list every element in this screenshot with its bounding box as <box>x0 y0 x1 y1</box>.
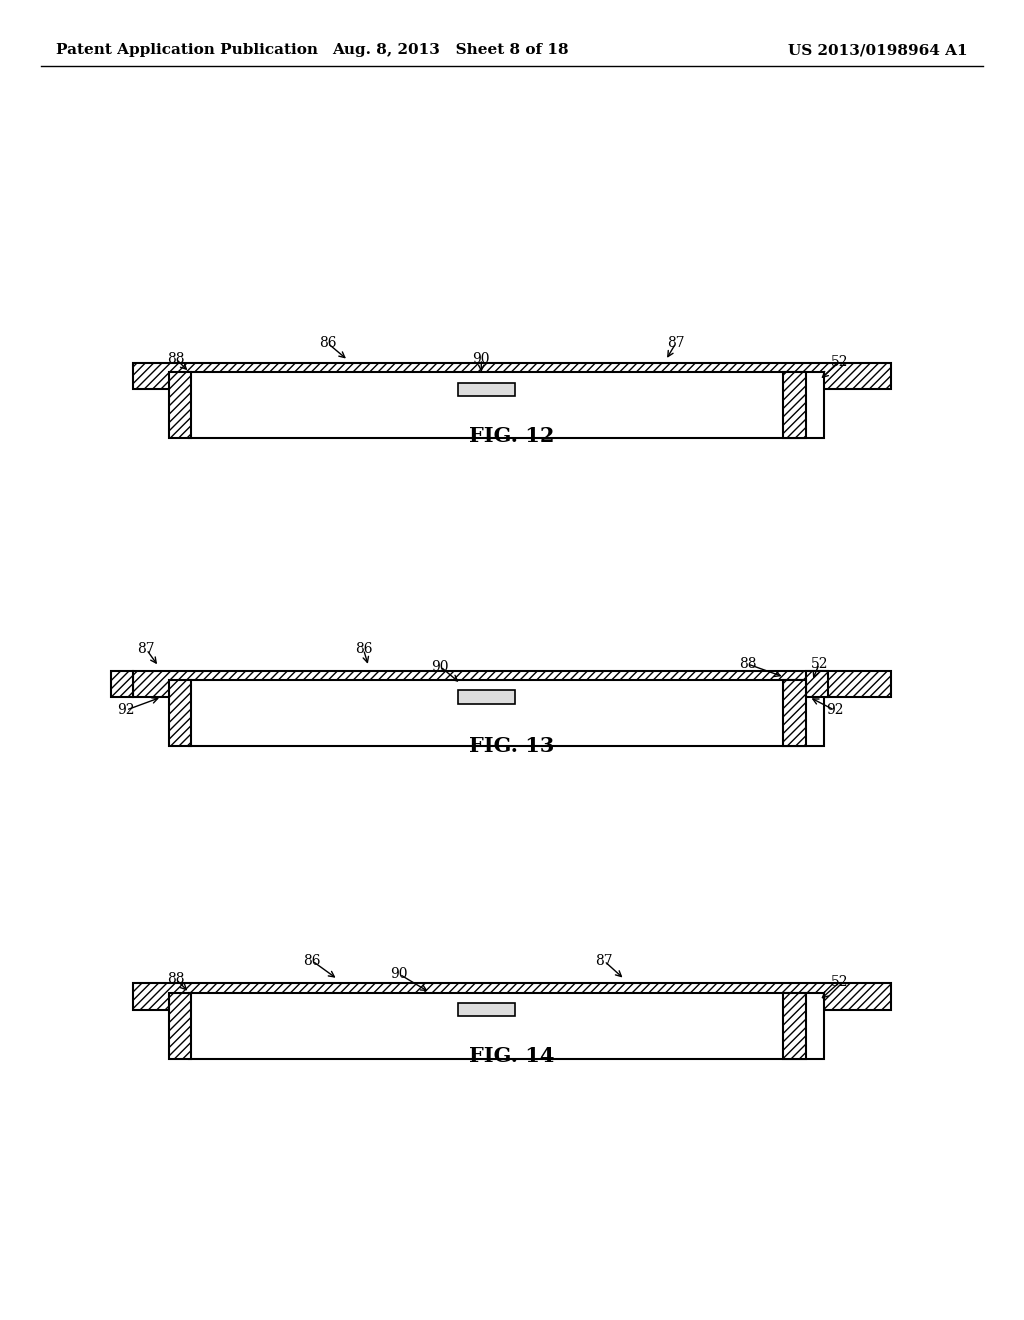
Bar <box>189 372 824 438</box>
Text: 90: 90 <box>431 660 450 673</box>
Text: 88: 88 <box>738 657 757 671</box>
Text: 52: 52 <box>830 975 849 989</box>
Text: 86: 86 <box>303 954 322 968</box>
Bar <box>458 1003 514 1016</box>
Bar <box>133 671 891 697</box>
Text: 87: 87 <box>595 954 613 968</box>
Text: FIG. 14: FIG. 14 <box>469 1045 555 1067</box>
Bar <box>806 671 828 697</box>
Bar <box>133 983 891 1010</box>
Text: 52: 52 <box>810 657 828 671</box>
Text: 90: 90 <box>390 968 409 981</box>
Bar <box>133 363 891 389</box>
Text: 88: 88 <box>167 973 185 986</box>
Text: Patent Application Publication: Patent Application Publication <box>56 44 318 57</box>
Text: FIG. 13: FIG. 13 <box>469 735 555 756</box>
Bar <box>189 680 824 746</box>
Bar <box>783 993 806 1059</box>
Bar <box>458 383 514 396</box>
Bar <box>783 372 806 438</box>
Text: 52: 52 <box>830 355 849 368</box>
Text: FIG. 12: FIG. 12 <box>469 425 555 446</box>
Bar <box>189 993 824 1059</box>
Text: 87: 87 <box>137 643 156 656</box>
Text: 92: 92 <box>825 704 844 717</box>
Bar <box>169 680 191 746</box>
Text: 92: 92 <box>117 704 135 717</box>
Bar <box>111 671 133 697</box>
Bar <box>169 993 191 1059</box>
Text: 87: 87 <box>667 337 685 350</box>
Text: 90: 90 <box>472 352 490 366</box>
Bar <box>458 690 514 704</box>
Bar <box>783 680 806 746</box>
Text: 88: 88 <box>167 352 185 366</box>
Bar <box>169 372 191 438</box>
Text: US 2013/0198964 A1: US 2013/0198964 A1 <box>788 44 968 57</box>
Text: 86: 86 <box>354 643 373 656</box>
Text: Aug. 8, 2013   Sheet 8 of 18: Aug. 8, 2013 Sheet 8 of 18 <box>332 44 569 57</box>
Text: 86: 86 <box>318 337 337 350</box>
